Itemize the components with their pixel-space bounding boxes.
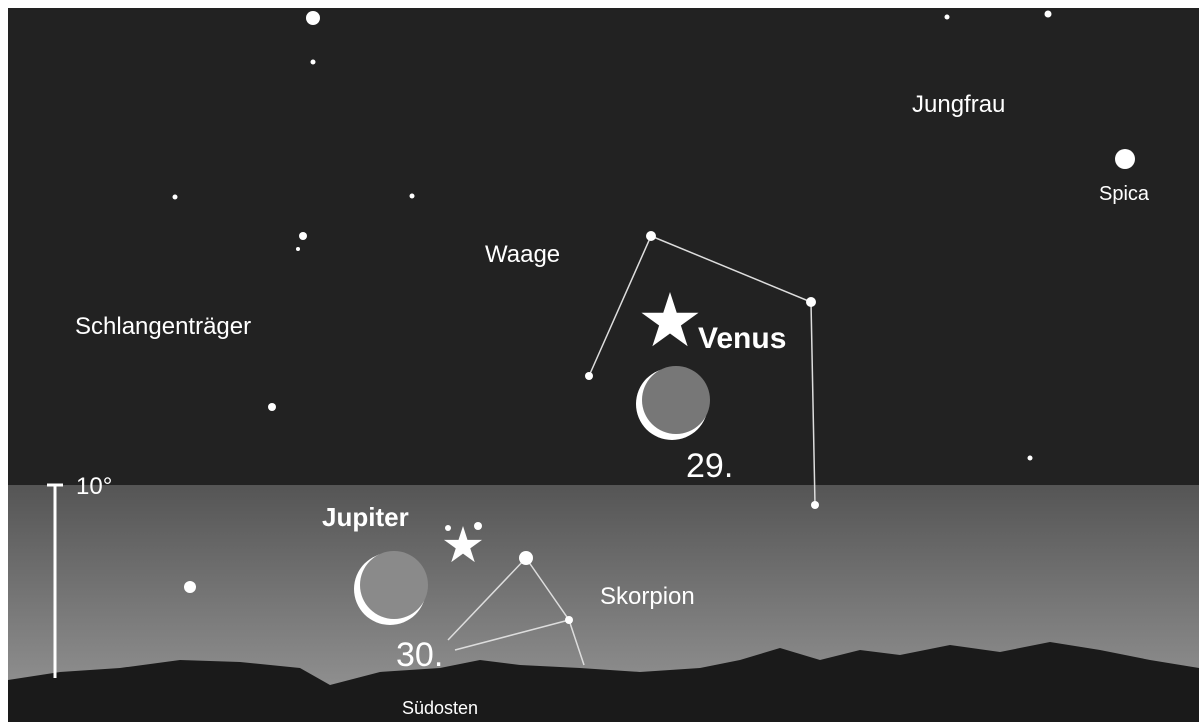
moon-date: 29. (686, 447, 733, 485)
constellation-label: Jungfrau (912, 91, 1005, 118)
star-label: Spica (1099, 183, 1150, 205)
moon-date: 30. (396, 636, 443, 674)
sky-map: Jungfrau Spica Waage Schlangenträger Ven… (0, 0, 1199, 722)
constellation-label: Skorpion (600, 583, 695, 610)
planet-label: Venus (698, 322, 786, 355)
constellation-label: Waage (485, 241, 560, 268)
constellation-label: Schlangenträger (75, 313, 251, 340)
scale-label: 10° (76, 473, 112, 500)
planet-label: Jupiter (322, 502, 409, 532)
direction-label: Südosten (402, 698, 478, 718)
